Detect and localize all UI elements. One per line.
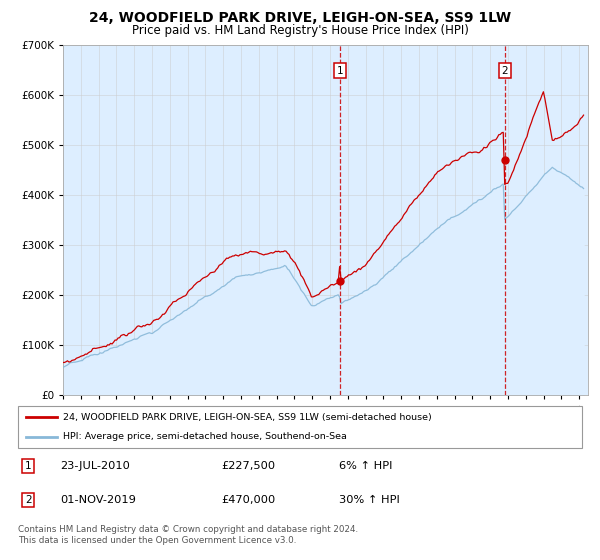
Text: 6% ↑ HPI: 6% ↑ HPI: [340, 461, 393, 471]
Text: £227,500: £227,500: [221, 461, 275, 471]
Text: Contains HM Land Registry data © Crown copyright and database right 2024.
This d: Contains HM Land Registry data © Crown c…: [18, 525, 358, 545]
Text: HPI: Average price, semi-detached house, Southend-on-Sea: HPI: Average price, semi-detached house,…: [63, 432, 347, 441]
Text: 30% ↑ HPI: 30% ↑ HPI: [340, 495, 400, 505]
FancyBboxPatch shape: [18, 406, 582, 448]
Text: 24, WOODFIELD PARK DRIVE, LEIGH-ON-SEA, SS9 1LW: 24, WOODFIELD PARK DRIVE, LEIGH-ON-SEA, …: [89, 11, 511, 25]
Text: 24, WOODFIELD PARK DRIVE, LEIGH-ON-SEA, SS9 1LW (semi-detached house): 24, WOODFIELD PARK DRIVE, LEIGH-ON-SEA, …: [63, 413, 432, 422]
Text: £470,000: £470,000: [221, 495, 275, 505]
Text: 01-NOV-2019: 01-NOV-2019: [60, 495, 136, 505]
Text: 23-JUL-2010: 23-JUL-2010: [60, 461, 130, 471]
Text: 1: 1: [337, 66, 343, 76]
Text: 2: 2: [502, 66, 508, 76]
Text: Price paid vs. HM Land Registry's House Price Index (HPI): Price paid vs. HM Land Registry's House …: [131, 24, 469, 36]
Text: 1: 1: [25, 461, 31, 471]
Text: 2: 2: [25, 495, 31, 505]
